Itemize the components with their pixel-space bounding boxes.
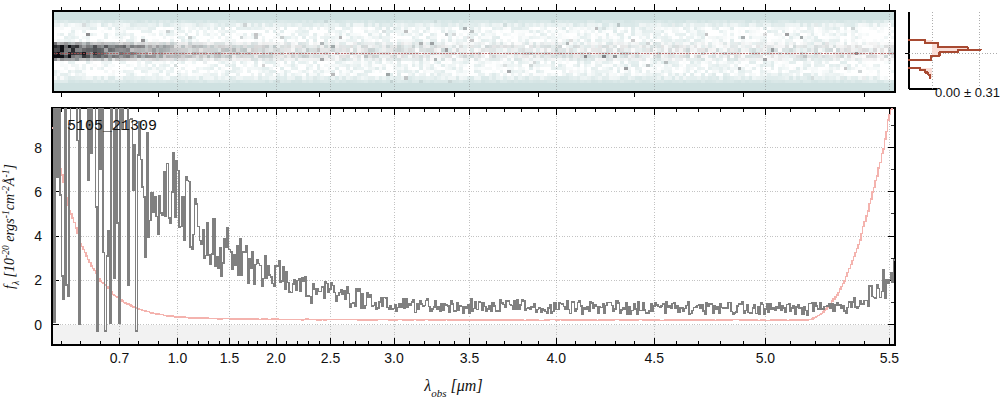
svg-text:3.0: 3.0 <box>384 350 404 366</box>
svg-text:6: 6 <box>34 184 42 200</box>
svg-text:5.0: 5.0 <box>756 350 776 366</box>
svg-text:2.0: 2.0 <box>266 350 286 366</box>
svg-text:3.5: 3.5 <box>460 350 480 366</box>
svg-text:1.5: 1.5 <box>220 350 240 366</box>
svg-text:8: 8 <box>34 140 42 156</box>
svg-text:0.00 ± 0.31: 0.00 ± 0.31 <box>935 85 1000 100</box>
svg-text:0.7: 0.7 <box>110 350 130 366</box>
svg-text:4: 4 <box>34 228 42 244</box>
svg-text:4.0: 4.0 <box>547 350 567 366</box>
svg-text:4.5: 4.5 <box>644 350 664 366</box>
svg-text:5.5: 5.5 <box>880 350 900 366</box>
svg-text:1.0: 1.0 <box>168 350 188 366</box>
svg-text:2: 2 <box>34 272 42 288</box>
svg-text:5105_21309: 5105_21309 <box>67 118 157 135</box>
svg-text:2.5: 2.5 <box>321 350 341 366</box>
svg-text:0: 0 <box>34 317 42 333</box>
